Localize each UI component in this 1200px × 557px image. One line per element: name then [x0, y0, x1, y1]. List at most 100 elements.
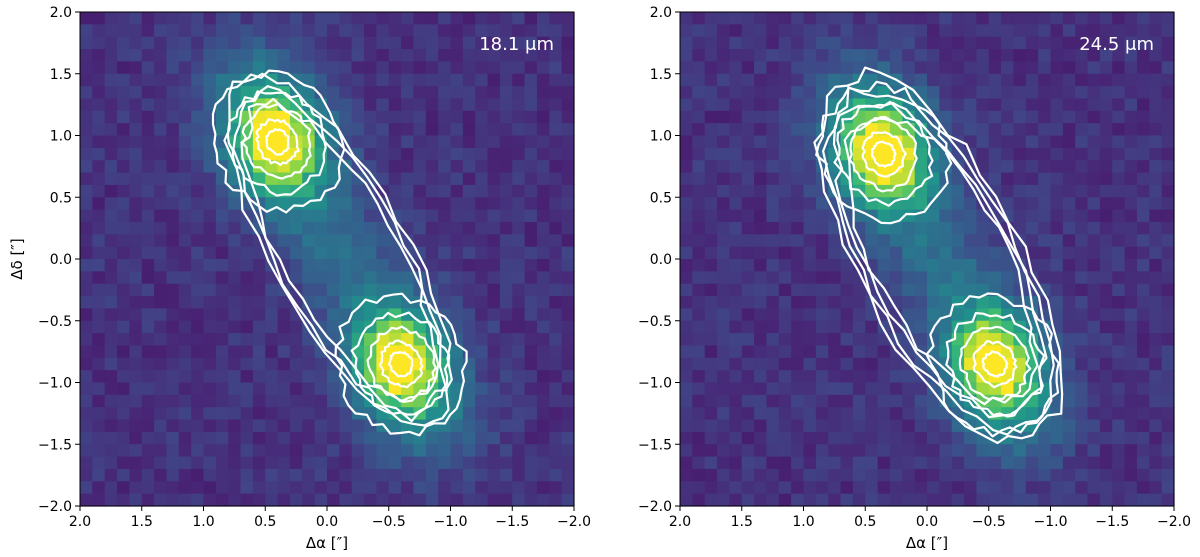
heatmap-cell [1161, 110, 1175, 124]
heatmap-cell [203, 98, 217, 112]
heatmap-cell [939, 110, 953, 124]
heatmap-cell [704, 308, 718, 322]
heatmap-cell [877, 221, 891, 235]
heatmap-cell [914, 36, 928, 50]
heatmap-cell [327, 221, 340, 235]
heatmap-cell [388, 61, 402, 75]
heatmap-cell [852, 394, 866, 408]
heatmap-cell [327, 86, 340, 100]
heatmap-cell [117, 283, 130, 297]
heatmap-cell [1075, 493, 1089, 507]
heatmap-cell [865, 320, 879, 334]
heatmap-cell [228, 234, 242, 248]
heatmap-cell [129, 370, 143, 384]
heatmap-cell [803, 98, 817, 112]
heatmap-cell [1136, 197, 1150, 211]
heatmap-cell [104, 172, 118, 186]
heatmap-cell [840, 357, 854, 371]
heatmap-cell [778, 345, 792, 359]
heatmap-cell [791, 36, 805, 50]
heatmap-cell [1136, 259, 1150, 272]
heatmap-cell [692, 308, 706, 322]
heatmap-cell [191, 493, 205, 507]
heatmap-cell [815, 259, 829, 272]
heatmap-cell [191, 308, 205, 322]
heatmap-cell [1062, 86, 1076, 100]
heatmap-cell [766, 110, 780, 124]
heatmap-cell [815, 246, 829, 260]
heatmap-cell [314, 86, 328, 100]
heatmap-cell [240, 49, 254, 62]
heatmap-cell [277, 345, 291, 359]
heatmap-cell [462, 61, 476, 75]
heatmap-cell [413, 86, 427, 100]
heatmap-cell [1099, 61, 1113, 75]
heatmap-cell [939, 345, 953, 359]
heatmap-cell [129, 456, 143, 470]
heatmap-cell [228, 370, 242, 384]
heatmap-cell [717, 147, 730, 161]
heatmap-cell [401, 481, 415, 495]
heatmap-cell [499, 246, 513, 260]
heatmap-cell [425, 493, 439, 507]
heatmap-cell [129, 481, 143, 495]
heatmap-cell [277, 12, 291, 25]
heatmap-cell [524, 345, 538, 359]
heatmap-cell [166, 61, 180, 75]
heatmap-cell [815, 61, 829, 75]
heatmap-cell [1149, 481, 1163, 495]
heatmap-cell [865, 24, 879, 38]
heatmap-cell [252, 271, 266, 285]
heatmap-cell [1025, 184, 1039, 198]
heatmap-cell [512, 197, 526, 211]
heatmap-cell [778, 308, 792, 322]
heatmap-cell [889, 172, 903, 186]
heatmap-cell [203, 209, 217, 223]
heatmap-cell [1075, 370, 1089, 384]
heatmap-cell [117, 184, 130, 198]
heatmap-cell [499, 98, 513, 112]
heatmap-cell [141, 320, 155, 334]
heatmap-cell [1075, 419, 1089, 433]
heatmap-cell [1112, 431, 1126, 445]
heatmap-cell [512, 209, 526, 223]
heatmap-cell [141, 147, 155, 161]
heatmap-cell [413, 123, 427, 137]
heatmap-cell [1075, 308, 1089, 322]
heatmap [680, 12, 1175, 507]
heatmap-cell [154, 98, 168, 112]
heatmap-cell [524, 357, 538, 371]
heatmap-cell [877, 481, 891, 495]
heatmap-cell [561, 259, 575, 272]
heatmap-cell [803, 184, 817, 198]
heatmap-cell [704, 345, 718, 359]
heatmap-cell [1099, 370, 1113, 384]
heatmap-cell [865, 308, 879, 322]
heatmap-cell [104, 197, 118, 211]
heatmap-cell [339, 283, 353, 297]
heatmap-cell [852, 36, 866, 50]
heatmap-cell [778, 271, 792, 285]
heatmap-cell [815, 382, 829, 396]
heatmap-cell [1161, 98, 1175, 112]
heatmap-cell [265, 407, 279, 421]
heatmap-cell [289, 345, 303, 359]
heatmap-cell [462, 407, 476, 421]
heatmap-cell [289, 246, 303, 260]
heatmap-cell [840, 61, 854, 75]
heatmap-cell [988, 456, 1002, 470]
heatmap-cell [1124, 73, 1138, 87]
heatmap-cell [141, 419, 155, 433]
heatmap-cell [561, 468, 575, 482]
heatmap-cell [376, 468, 390, 482]
heatmap-cell [1124, 370, 1138, 384]
heatmap-cell [754, 184, 768, 198]
heatmap-cell [741, 86, 755, 100]
heatmap-cell [117, 407, 130, 421]
heatmap-cell [803, 24, 817, 38]
heatmap-cell [692, 172, 706, 186]
panel-right: 2.0 1.5 1.0 0.5 0.0 −0.5 −1.0 −1.5 −2.02.01.51.0… [638, 5, 1191, 552]
heatmap-cell [277, 246, 291, 260]
heatmap-cell [327, 184, 340, 198]
heatmap-cell [314, 308, 328, 322]
